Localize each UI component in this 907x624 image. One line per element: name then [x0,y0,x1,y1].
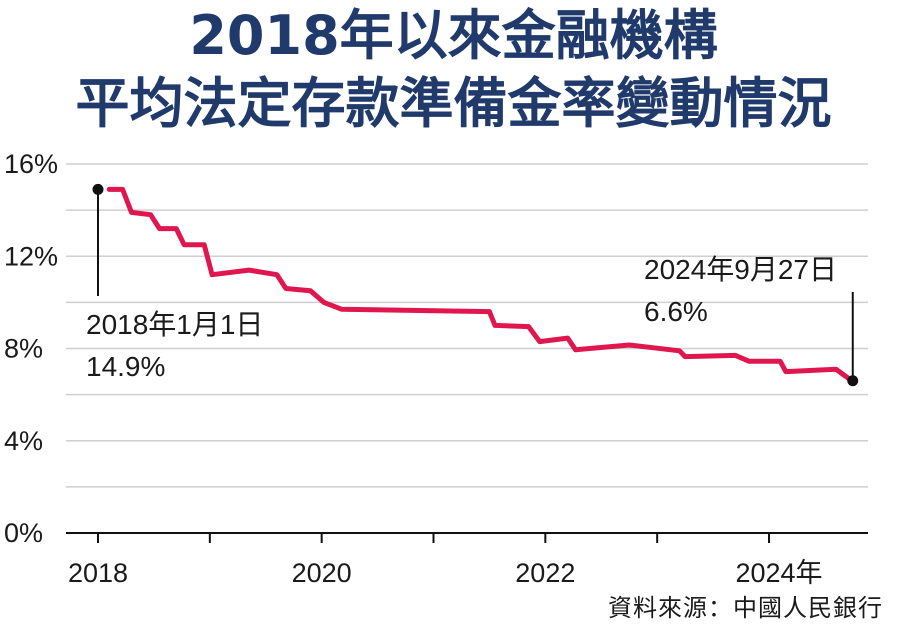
source-note: 資料來源：中國人民銀行 [608,594,883,622]
y-tick-label: 4% [4,426,43,456]
grid-lines [66,163,868,488]
y-tick-labels: 0% 4% 8% 12% 16% [4,149,58,548]
annotation-marker [92,183,104,195]
axes [66,532,868,543]
series-line [106,186,855,384]
x-tick-label: 2024年 [735,558,822,588]
x-tick-label: 2020 [292,558,352,588]
y-tick-label: 8% [4,334,43,364]
y-tick-label: 16% [4,149,58,179]
y-tick-label: 0% [4,518,43,548]
x-tick-label: 2022 [515,558,575,588]
y-tick-label: 12% [4,241,58,271]
chart-title-line2: 平均法定存款準備金率變動情況 [75,72,832,135]
x-tick-label: 2018 [68,558,128,588]
annotation-marker [847,375,859,387]
annotation-date-label: 2018年1月1日 [86,309,263,340]
annotations-layer: 2018年1月1日 14.9% 2024年9月27日 6.6% [86,183,859,387]
annotation-value-label: 14.9% [86,351,165,382]
series-layer [106,186,855,384]
chart-title-line1: 2018年以來金融機構 [189,4,718,67]
annotation-date-label: 2024年9月27日 [644,254,837,285]
x-tick-labels: 2018 2020 2022 2024年 [68,558,823,588]
annotation-value-label: 6.6% [644,296,708,327]
